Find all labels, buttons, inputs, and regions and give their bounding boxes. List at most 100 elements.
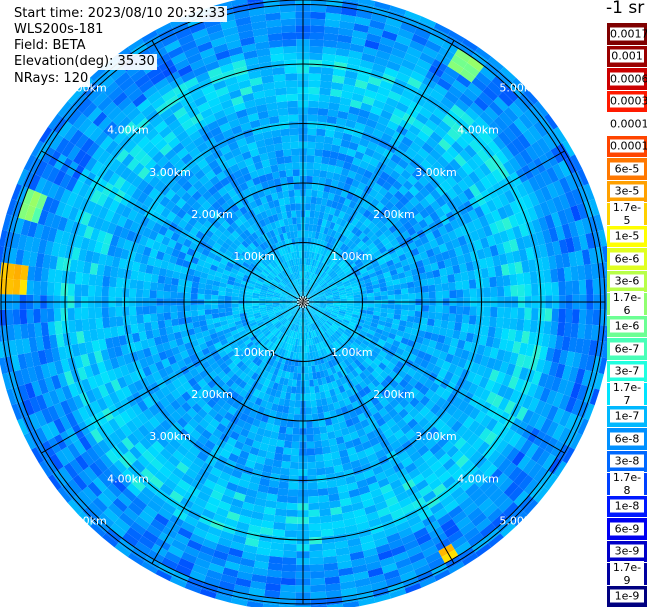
data-cell bbox=[408, 216, 419, 227]
data-cell bbox=[314, 148, 324, 157]
data-cell bbox=[320, 281, 327, 287]
data-cell bbox=[478, 130, 493, 145]
data-cell bbox=[138, 357, 149, 369]
data-cell bbox=[154, 138, 168, 151]
data-cell bbox=[360, 303, 368, 308]
data-cell bbox=[320, 67, 334, 76]
data-cell bbox=[197, 215, 208, 226]
data-cell bbox=[585, 354, 596, 372]
data-cell bbox=[254, 285, 262, 290]
data-cell bbox=[131, 261, 141, 272]
data-cell bbox=[285, 321, 291, 328]
data-cell bbox=[296, 311, 300, 318]
data-cell bbox=[192, 456, 205, 468]
data-cell bbox=[410, 521, 426, 534]
data-cell bbox=[468, 279, 477, 289]
data-cell bbox=[148, 363, 159, 374]
data-cell bbox=[455, 73, 472, 88]
data-cell bbox=[97, 472, 113, 488]
data-cell bbox=[422, 545, 439, 558]
data-cell bbox=[400, 337, 410, 346]
data-cell bbox=[222, 229, 232, 238]
data-cell bbox=[303, 264, 306, 272]
data-cell bbox=[304, 345, 307, 353]
data-cell bbox=[196, 195, 207, 206]
data-cell bbox=[88, 126, 104, 142]
data-cell bbox=[340, 343, 348, 352]
data-cell bbox=[434, 312, 443, 321]
data-cell bbox=[259, 293, 267, 298]
data-cell bbox=[321, 272, 328, 279]
data-cell bbox=[308, 66, 322, 74]
data-cell bbox=[48, 198, 61, 215]
data-cell bbox=[503, 106, 519, 123]
data-cell bbox=[108, 391, 120, 405]
data-cell bbox=[274, 515, 287, 524]
data-cell bbox=[263, 378, 271, 387]
data-cell bbox=[551, 281, 560, 296]
data-cell bbox=[277, 432, 286, 441]
data-cell bbox=[42, 254, 52, 269]
data-cell bbox=[281, 270, 288, 277]
data-cell bbox=[148, 416, 161, 429]
data-cell bbox=[263, 258, 270, 266]
data-cell bbox=[447, 274, 456, 283]
data-cell bbox=[417, 130, 430, 143]
data-cell bbox=[363, 377, 372, 386]
data-cell bbox=[246, 255, 254, 263]
data-cell bbox=[212, 513, 227, 525]
data-cell bbox=[142, 408, 155, 421]
data-cell bbox=[256, 351, 264, 359]
data-cell bbox=[189, 570, 207, 583]
data-cell bbox=[339, 376, 347, 385]
data-cell bbox=[96, 328, 105, 340]
data-cell bbox=[148, 175, 161, 188]
data-cell bbox=[487, 507, 503, 523]
data-cell bbox=[233, 491, 246, 502]
data-cell bbox=[62, 332, 72, 347]
data-cell bbox=[211, 285, 220, 291]
data-cell bbox=[345, 206, 354, 216]
data-cell bbox=[334, 540, 349, 550]
data-cell bbox=[330, 416, 339, 425]
data-cell bbox=[303, 311, 306, 319]
data-cell bbox=[107, 347, 117, 360]
data-cell bbox=[433, 319, 442, 328]
data-cell bbox=[425, 551, 442, 565]
data-cell bbox=[286, 304, 294, 307]
data-cell bbox=[354, 79, 368, 90]
data-cell bbox=[138, 235, 149, 247]
data-cell bbox=[363, 125, 375, 135]
data-cell bbox=[308, 73, 321, 81]
data-cell bbox=[447, 230, 458, 241]
data-cell bbox=[163, 131, 177, 144]
data-cell bbox=[253, 287, 261, 292]
data-cell bbox=[273, 306, 281, 310]
data-cell bbox=[238, 342, 247, 350]
data-cell bbox=[524, 284, 532, 297]
data-cell bbox=[411, 473, 425, 486]
data-cell bbox=[316, 225, 322, 233]
data-cell bbox=[424, 438, 437, 450]
data-cell bbox=[109, 316, 117, 328]
data-cell bbox=[324, 249, 331, 258]
data-cell bbox=[328, 157, 338, 167]
data-cell bbox=[109, 234, 120, 247]
data-cell bbox=[358, 214, 368, 224]
data-cell bbox=[223, 182, 234, 193]
data-cell bbox=[329, 315, 337, 320]
data-cell bbox=[508, 214, 519, 228]
data-cell bbox=[419, 576, 437, 588]
data-cell bbox=[292, 309, 298, 316]
data-cell bbox=[72, 113, 88, 130]
data-cell bbox=[286, 336, 291, 344]
data-cell bbox=[288, 322, 293, 330]
data-cell bbox=[352, 564, 368, 575]
data-cell bbox=[235, 226, 244, 236]
data-cell bbox=[503, 285, 512, 297]
data-cell bbox=[186, 268, 196, 276]
data-cell bbox=[227, 275, 236, 282]
data-cell bbox=[227, 361, 237, 370]
data-cell bbox=[206, 195, 217, 206]
data-cell bbox=[536, 320, 545, 334]
